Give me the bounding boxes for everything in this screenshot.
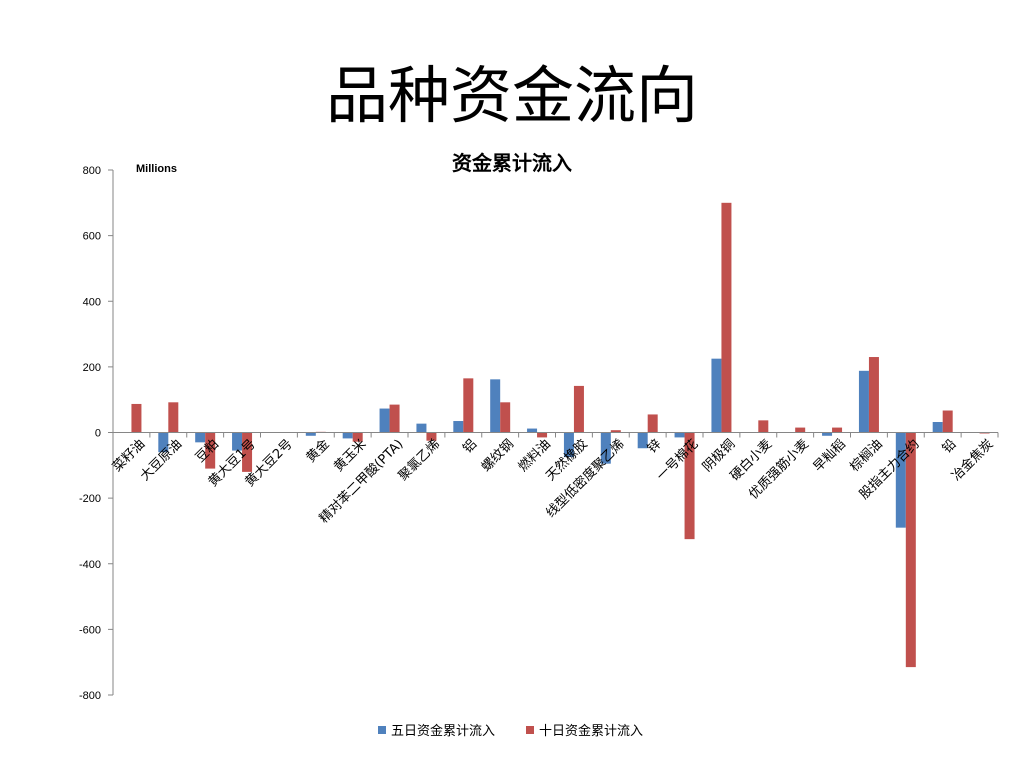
bar-ten-day	[647, 414, 658, 433]
bar-ten-day	[463, 378, 474, 433]
y-tick-label: -200	[79, 493, 101, 505]
bar-ten-day	[905, 432, 916, 668]
bars	[131, 202, 990, 668]
x-axis	[112, 432, 999, 438]
bar-ten-day	[610, 430, 621, 433]
bar-ten-day	[205, 432, 216, 469]
bar-ten-day	[684, 432, 695, 540]
y-tick-label: 600	[83, 231, 101, 243]
y-tick-label: -600	[79, 624, 101, 636]
bar-ten-day	[500, 402, 511, 433]
bar-five-day	[858, 370, 869, 433]
bar-five-day	[342, 432, 353, 439]
bar-five-day	[895, 432, 906, 528]
bar-five-day	[232, 432, 243, 451]
category-label: 铅	[940, 437, 960, 457]
y-tick-label: 400	[83, 296, 101, 308]
legend-label: 五日资金累计流入	[391, 723, 495, 739]
chart-title: 资金累计流入	[452, 151, 572, 175]
category-labels: 菜籽油大豆原油 豆粕黄大豆1号黄大豆2号 黄金黄玉米精对苯二甲酸(PTA)聚氯乙烯铝…	[110, 436, 996, 526]
bar-ten-day	[832, 427, 843, 433]
bar-five-day	[195, 432, 206, 443]
legend-swatch	[378, 726, 386, 734]
slide-title: 品种资金流向	[325, 59, 698, 132]
bar-ten-day	[758, 420, 769, 433]
bar-ten-day	[168, 402, 179, 433]
category-label: 螺纹钢	[479, 437, 517, 475]
bar-five-day	[490, 379, 501, 433]
bar-ten-day	[795, 427, 806, 433]
legend-swatch	[526, 726, 534, 734]
category-label: 冶金焦炭	[948, 436, 996, 484]
category-label: 聚氯乙烯	[396, 437, 443, 484]
y-tick-label: 800	[83, 165, 101, 177]
bar-five-day	[379, 408, 390, 433]
bar-five-day	[932, 422, 943, 433]
bar-five-day	[822, 432, 833, 436]
category-label: 铝	[460, 437, 480, 457]
bar-ten-day	[573, 385, 584, 433]
bar-five-day	[563, 432, 574, 458]
legend-label: 十日资金累计流入	[539, 723, 643, 739]
category-label: 早籼稻	[811, 437, 849, 475]
bar-ten-day	[537, 432, 548, 438]
bar-five-day	[158, 432, 169, 453]
bar-five-day	[416, 423, 427, 433]
bar-ten-day	[868, 357, 879, 433]
y-tick-label: 0	[95, 428, 101, 440]
bar-ten-day	[352, 432, 363, 442]
bar-five-day	[674, 432, 685, 438]
bar-five-day	[527, 428, 538, 433]
bar-ten-day	[721, 202, 732, 433]
bar-ten-day	[426, 432, 437, 441]
units-label: Millions	[136, 163, 177, 175]
legend: 五日资金累计流入 十日资金累计流入	[378, 723, 643, 739]
y-tick-label: -400	[79, 559, 101, 571]
y-axis: 800 600 400 200 0 -200 -400 -600 -800	[79, 165, 114, 702]
y-tick-label: -800	[79, 690, 101, 702]
bar-five-day	[711, 358, 722, 433]
y-tick-label: 200	[83, 362, 101, 374]
bar-ten-day	[242, 432, 253, 472]
bar-ten-day	[131, 403, 142, 433]
bar-ten-day	[389, 404, 400, 433]
category-label: 黄金	[303, 436, 333, 466]
bar-ten-day	[942, 410, 953, 433]
bar-five-day	[600, 432, 611, 464]
bar-five-day	[453, 421, 464, 433]
bar-five-day	[637, 432, 648, 449]
bar-five-day	[305, 432, 316, 436]
